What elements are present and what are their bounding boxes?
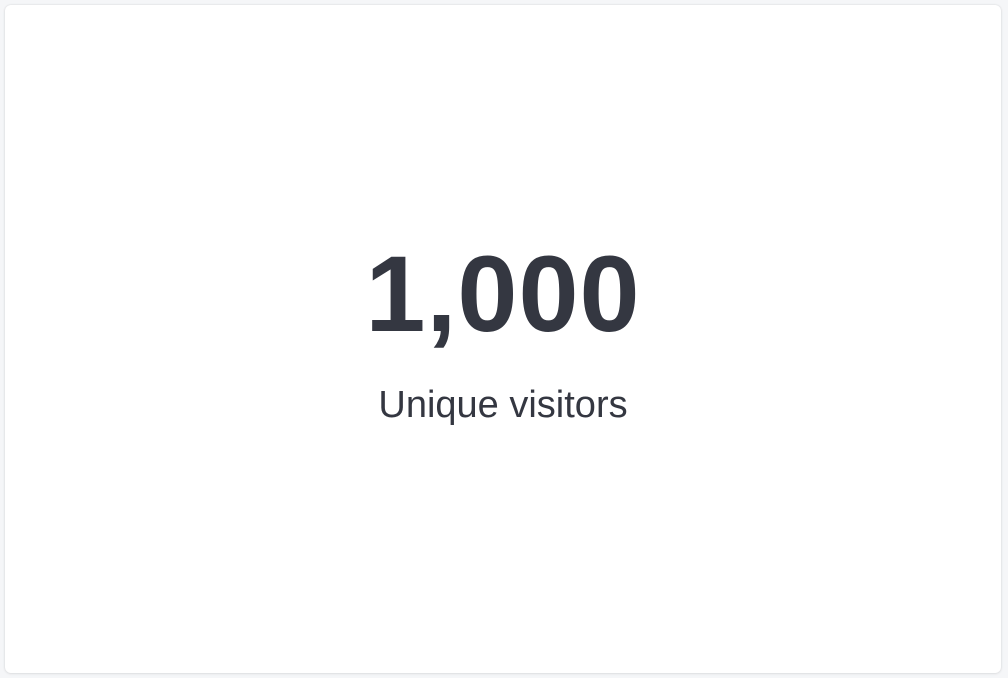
metric-label: Unique visitors: [378, 384, 628, 426]
metric-value: 1,000: [365, 233, 641, 354]
metric-card: 1,000 Unique visitors: [5, 5, 1001, 673]
